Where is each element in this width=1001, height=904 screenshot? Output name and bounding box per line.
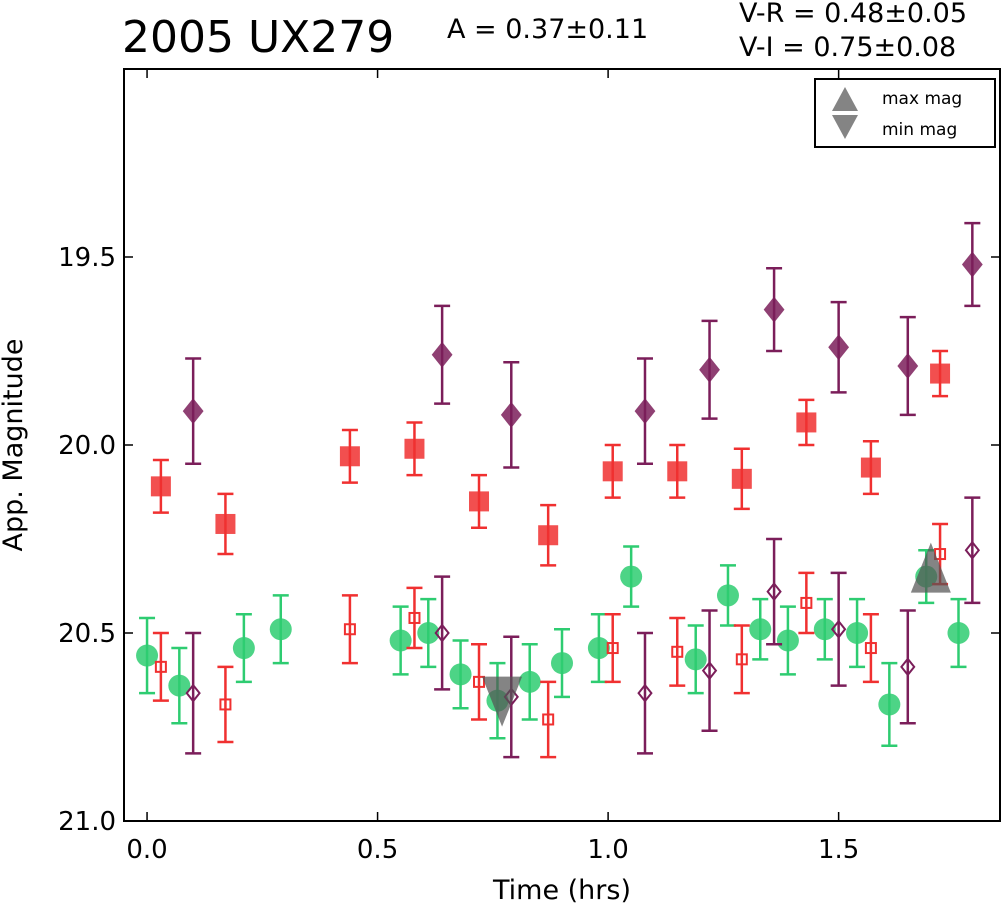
circle-filled-point [136, 644, 159, 667]
amplitude-label: A = 0.37±0.11 [447, 14, 649, 45]
square-open-point [343, 623, 356, 636]
max-mag-marker [910, 542, 951, 593]
diamond-filled-point [500, 401, 522, 428]
square-filled-point [930, 363, 951, 384]
square-filled-point [339, 446, 360, 467]
square-open-point [864, 642, 877, 655]
x-tick-label: 1.0 [587, 835, 628, 865]
square-open-point [800, 596, 813, 609]
circle-filled-point [587, 637, 610, 660]
square-filled-point [469, 491, 490, 512]
circle-filled-point [846, 622, 869, 644]
legend-min-mag-marker [832, 115, 858, 139]
square-open-point [473, 675, 486, 688]
circle-filled-point [776, 629, 799, 652]
y-tick-label: 20.0 [58, 431, 116, 461]
tick-layer: 0.0 0.5 1.0 1.5 19.5 20.0 20.5 21.0 [58, 69, 1000, 865]
min-mag-marker [482, 676, 523, 727]
color-vi-label: V-I = 0.75±0.08 [739, 32, 957, 63]
square-open-point [542, 713, 555, 726]
square-filled-point [215, 513, 236, 534]
square-filled-point [796, 412, 817, 433]
diamond-open-point [434, 623, 450, 643]
object-title: 2005 UX279 [122, 12, 395, 63]
y-tick-label: 20.5 [58, 619, 116, 649]
circle-filled-point [620, 565, 643, 588]
diamond-open-point [964, 540, 981, 560]
diamond-open-point [185, 683, 201, 703]
diamond-filled-point [431, 341, 453, 368]
circle-filled-point [269, 618, 292, 641]
circle-filled-point [168, 674, 191, 697]
circle-filled-point [684, 648, 707, 671]
circle-filled-point [813, 618, 836, 641]
x-tick-label: 0.0 [126, 835, 167, 865]
square-filled-point [602, 461, 623, 482]
square-filled-point [667, 461, 688, 482]
legend-max-mag-marker [832, 87, 858, 111]
y-axis-label: App. Magnitude [0, 339, 29, 552]
y-tick-label: 21.0 [58, 807, 116, 837]
circle-filled-point [417, 622, 440, 644]
plot-frame [123, 68, 1001, 822]
color-vr-label: V-R = 0.48±0.05 [739, 0, 968, 29]
diamond-open-point [766, 582, 782, 602]
circle-filled-point [878, 693, 901, 716]
diamond-open-point [701, 660, 718, 681]
square-filled-point [150, 476, 171, 497]
diamond-filled-point [763, 296, 785, 323]
square-filled-point [404, 438, 425, 459]
square-open-point [219, 698, 232, 711]
legend-min-mag-label: min mag [882, 120, 957, 140]
x-tick-label: 0.5 [357, 835, 398, 865]
circle-filled-point [551, 652, 573, 675]
square-open-point [408, 611, 421, 624]
legend-max-mag-label: max mag [882, 89, 962, 109]
diamond-filled-point [897, 353, 919, 380]
diamond-filled-point [634, 398, 656, 425]
square-filled-point [860, 457, 881, 478]
square-open-point [154, 660, 167, 673]
data-layer [136, 221, 983, 759]
diamond-open-point [900, 657, 916, 677]
diamond-open-point [830, 619, 847, 639]
circle-filled-point [947, 622, 970, 644]
diamond-open-point [637, 683, 653, 703]
x-axis-label: Time (hrs) [492, 875, 631, 904]
circle-filled-point [449, 663, 472, 686]
legend: max mag min mag [814, 78, 996, 148]
circle-filled-point [518, 670, 541, 693]
circle-filled-point [232, 637, 255, 660]
y-tick-label: 19.5 [58, 243, 116, 273]
square-filled-point [538, 525, 559, 546]
x-tick-label: 1.5 [818, 835, 859, 865]
square-filled-point [731, 468, 752, 489]
circle-filled-point [716, 584, 739, 607]
square-open-point [671, 645, 684, 658]
circle-filled-point [749, 618, 772, 641]
diamond-filled-point [699, 356, 720, 383]
square-open-point [606, 642, 619, 655]
circle-filled-point [389, 629, 412, 652]
diamond-filled-point [828, 334, 850, 361]
square-open-point [735, 653, 748, 666]
diamond-filled-point [961, 251, 983, 278]
diamond-filled-point [182, 398, 204, 425]
